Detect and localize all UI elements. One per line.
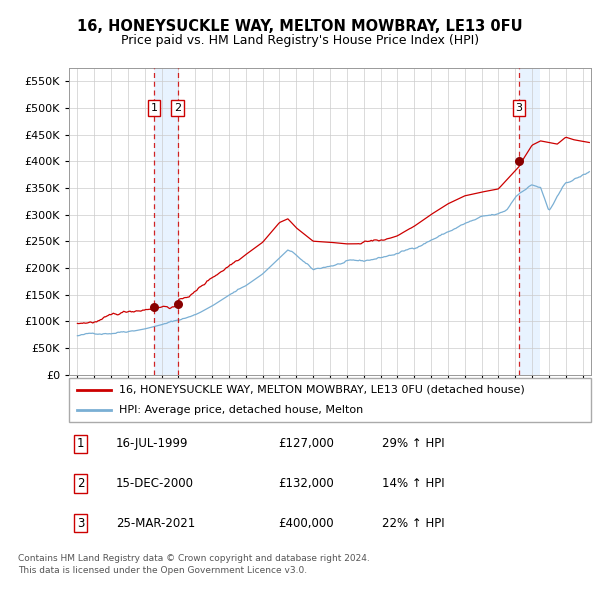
Text: This data is licensed under the Open Government Licence v3.0.: This data is licensed under the Open Gov… bbox=[18, 566, 307, 575]
Text: £132,000: £132,000 bbox=[278, 477, 334, 490]
Text: 22% ↑ HPI: 22% ↑ HPI bbox=[382, 516, 445, 530]
Bar bbox=[154, 68, 178, 375]
Text: 16-JUL-1999: 16-JUL-1999 bbox=[116, 437, 188, 451]
Text: Price paid vs. HM Land Registry's House Price Index (HPI): Price paid vs. HM Land Registry's House … bbox=[121, 34, 479, 47]
Text: £400,000: £400,000 bbox=[278, 516, 334, 530]
Text: 3: 3 bbox=[515, 103, 523, 113]
Text: £127,000: £127,000 bbox=[278, 437, 334, 451]
Text: 3: 3 bbox=[77, 516, 84, 530]
Text: 29% ↑ HPI: 29% ↑ HPI bbox=[382, 437, 445, 451]
Bar bbox=[519, 68, 541, 375]
Text: 14% ↑ HPI: 14% ↑ HPI bbox=[382, 477, 445, 490]
Text: 16, HONEYSUCKLE WAY, MELTON MOWBRAY, LE13 0FU: 16, HONEYSUCKLE WAY, MELTON MOWBRAY, LE1… bbox=[77, 19, 523, 34]
Text: 2: 2 bbox=[174, 103, 181, 113]
Text: 2: 2 bbox=[77, 477, 84, 490]
Text: 15-DEC-2000: 15-DEC-2000 bbox=[116, 477, 194, 490]
Text: 1: 1 bbox=[151, 103, 157, 113]
Text: Contains HM Land Registry data © Crown copyright and database right 2024.: Contains HM Land Registry data © Crown c… bbox=[18, 555, 370, 563]
FancyBboxPatch shape bbox=[69, 378, 591, 422]
Text: 16, HONEYSUCKLE WAY, MELTON MOWBRAY, LE13 0FU (detached house): 16, HONEYSUCKLE WAY, MELTON MOWBRAY, LE1… bbox=[119, 385, 524, 395]
Text: 1: 1 bbox=[77, 437, 84, 451]
Text: 25-MAR-2021: 25-MAR-2021 bbox=[116, 516, 195, 530]
Text: HPI: Average price, detached house, Melton: HPI: Average price, detached house, Melt… bbox=[119, 405, 363, 415]
